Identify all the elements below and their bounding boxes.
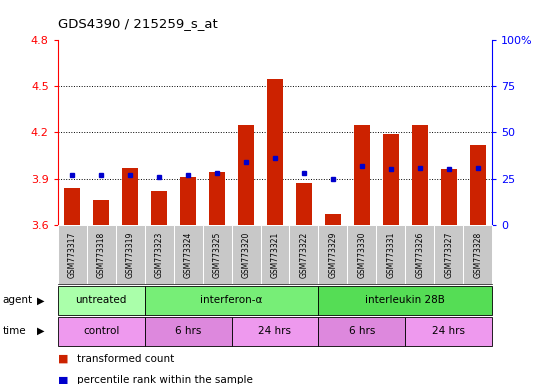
- Text: untreated: untreated: [75, 295, 127, 306]
- Text: time: time: [3, 326, 26, 336]
- Bar: [354, 125, 370, 225]
- Bar: [267, 79, 283, 225]
- Text: GSM773326: GSM773326: [415, 231, 425, 278]
- Text: GSM773331: GSM773331: [386, 231, 395, 278]
- Text: GSM773319: GSM773319: [125, 231, 135, 278]
- Text: control: control: [83, 326, 119, 336]
- Bar: [209, 172, 225, 225]
- Text: ▶: ▶: [37, 295, 45, 306]
- Text: interleukin 28B: interleukin 28B: [365, 295, 446, 306]
- Text: ■: ■: [58, 354, 68, 364]
- Text: GSM773329: GSM773329: [328, 231, 338, 278]
- Text: GSM773328: GSM773328: [473, 231, 482, 278]
- Text: GSM773321: GSM773321: [271, 231, 279, 278]
- Text: GSM773318: GSM773318: [97, 231, 106, 278]
- Text: GSM773324: GSM773324: [184, 231, 192, 278]
- Bar: [383, 134, 399, 225]
- Bar: [325, 214, 341, 225]
- Text: GSM773323: GSM773323: [155, 231, 164, 278]
- Text: GSM773327: GSM773327: [444, 231, 453, 278]
- Text: GSM773325: GSM773325: [212, 231, 222, 278]
- Text: 6 hrs: 6 hrs: [175, 326, 201, 336]
- Text: GDS4390 / 215259_s_at: GDS4390 / 215259_s_at: [58, 17, 217, 30]
- Bar: [296, 183, 312, 225]
- Text: ▶: ▶: [37, 326, 45, 336]
- Text: GSM773317: GSM773317: [68, 231, 77, 278]
- Text: 24 hrs: 24 hrs: [432, 326, 465, 336]
- Text: GSM773320: GSM773320: [241, 231, 251, 278]
- Bar: [441, 169, 456, 225]
- Text: agent: agent: [3, 295, 33, 306]
- Text: GSM773322: GSM773322: [299, 231, 309, 278]
- Bar: [94, 200, 109, 225]
- Text: ■: ■: [58, 375, 68, 384]
- Bar: [122, 168, 138, 225]
- Bar: [238, 125, 254, 225]
- Text: 6 hrs: 6 hrs: [349, 326, 375, 336]
- Text: transformed count: transformed count: [77, 354, 174, 364]
- Bar: [412, 125, 428, 225]
- Text: percentile rank within the sample: percentile rank within the sample: [77, 375, 253, 384]
- Text: GSM773330: GSM773330: [358, 231, 366, 278]
- Text: interferon-α: interferon-α: [200, 295, 263, 306]
- Bar: [470, 145, 486, 225]
- Bar: [180, 177, 196, 225]
- Text: 24 hrs: 24 hrs: [258, 326, 292, 336]
- Bar: [151, 191, 167, 225]
- Bar: [64, 188, 80, 225]
